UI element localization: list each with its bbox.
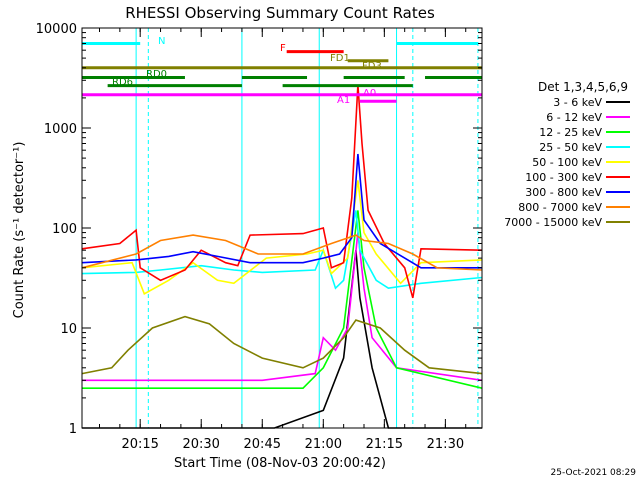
x-tick-label: 20:30 <box>182 437 219 452</box>
plot-layer: N F FD1 FD3 RD0 RD6 A0 A1 1 10 100 1000 10000 20:15 20… <box>36 22 483 452</box>
legend-entry-label: 25 - 50 keV <box>539 141 602 154</box>
series-line-800-7000-keV <box>81 234 483 271</box>
x-tick-label: 21:30 <box>427 437 464 452</box>
legend-entry-label: 3 - 6 keV <box>553 96 602 109</box>
legend: 3 - 6 keV 6 - 12 keV 12 - 25 keV 25 - 50 ke… <box>504 96 630 229</box>
x-tick-label: 21:15 <box>366 437 403 452</box>
flag-label-f: F <box>280 43 286 54</box>
y-tick-label: 100 <box>52 222 77 237</box>
x-tick-label: 20:15 <box>121 437 158 452</box>
flag-label-n: N <box>158 36 165 47</box>
flag-label-rd0: RD0 <box>146 69 167 80</box>
legend-title: Det 1,3,4,5,6,9 <box>538 80 628 94</box>
flag-label-rd6: RD6 <box>112 77 133 88</box>
flag-label-a1: A1 <box>337 95 350 106</box>
legend-entry-label: 7000 - 15000 keV <box>504 216 602 229</box>
flag-label-fd3: FD3 <box>362 61 382 72</box>
flag-label-a0: A0 <box>363 88 376 99</box>
legend-entry-label: 6 - 12 keV <box>546 111 602 124</box>
legend-entry-label: 300 - 800 keV <box>525 186 602 199</box>
x-axis-label: Start Time (08-Nov-03 20:00:42) <box>174 456 386 471</box>
y-tick-label: 10000 <box>36 22 77 37</box>
x-tick-label: 21:00 <box>305 437 342 452</box>
y-axis-label: Count Rate (s⁻¹ detector⁻¹) <box>12 142 27 319</box>
legend-entry-label: 12 - 25 keV <box>539 126 602 139</box>
y-tick-label: 10 <box>60 322 77 337</box>
chart-title: RHESSI Observing Summary Count Rates <box>125 4 435 22</box>
y-tick-label: 1 <box>69 422 77 437</box>
series-line-50-100-keV <box>81 180 483 295</box>
legend-entry-label: 800 - 7000 keV <box>518 201 602 214</box>
x-tick-label: 20:45 <box>244 437 281 452</box>
legend-entry-label: 50 - 100 keV <box>532 156 602 169</box>
timestamp: 25-Oct-2021 08:29 <box>551 468 637 478</box>
series-line-300-800-keV <box>81 153 482 269</box>
series-line-12-25-keV <box>82 210 483 389</box>
series-line-7000-15000-keV <box>81 315 483 375</box>
series-line-100-300-keV <box>81 84 483 299</box>
legend-entry-label: 100 - 300 keV <box>525 171 602 184</box>
flag-label-fd1: FD1 <box>330 53 350 64</box>
y-tick-label: 1000 <box>44 122 77 137</box>
